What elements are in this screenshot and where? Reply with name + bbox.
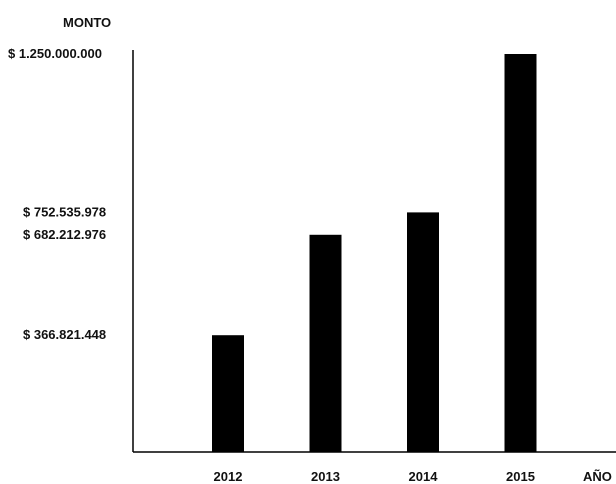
bar-2013 bbox=[309, 234, 342, 452]
bar-2012 bbox=[212, 335, 244, 452]
x-axis-title: AÑO bbox=[583, 469, 612, 484]
x-tick-label-2014: 2014 bbox=[409, 469, 439, 484]
bar-2014 bbox=[407, 212, 439, 452]
bar-2015 bbox=[504, 54, 537, 452]
y-axis-title: MONTO bbox=[63, 15, 111, 30]
x-tick-label-2015: 2015 bbox=[506, 469, 535, 484]
y-tick-label: $ 366.821.448 bbox=[23, 327, 106, 342]
y-tick-label: $ 752.535.978 bbox=[23, 204, 106, 219]
y-tick-label: $ 682.212.976 bbox=[23, 227, 106, 242]
x-tick-label-2012: 2012 bbox=[214, 469, 243, 484]
y-tick-labels: $ 1.250.000.000 $ 752.535.978 $ 682.212.97… bbox=[8, 46, 106, 342]
x-tick-label-2013: 2013 bbox=[311, 469, 340, 484]
x-tick-labels: 2012 2013 2014 2015 bbox=[214, 469, 535, 484]
y-tick-label: $ 1.250.000.000 bbox=[8, 46, 102, 61]
bars-group bbox=[212, 54, 537, 452]
